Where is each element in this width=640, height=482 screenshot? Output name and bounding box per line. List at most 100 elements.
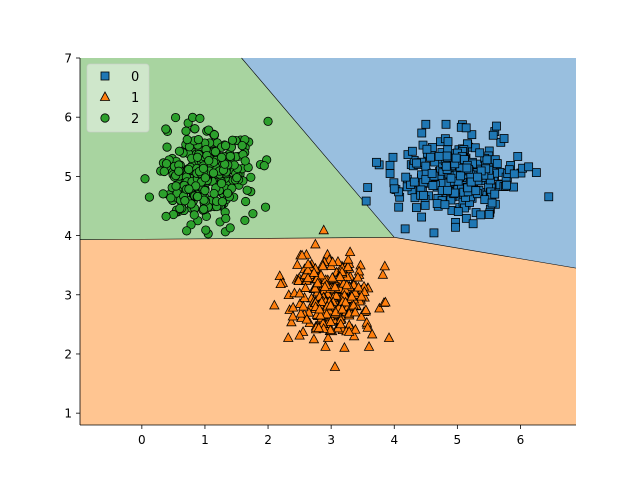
point-class-0	[419, 190, 428, 200]
x-tick-label: 0	[138, 433, 146, 447]
point-class-2	[200, 173, 210, 183]
point-class-1	[340, 296, 351, 307]
point-class-1	[302, 272, 314, 283]
point-class-0	[467, 130, 477, 140]
point-class-0	[513, 152, 523, 161]
point-class-0	[401, 172, 411, 182]
point-class-0	[480, 195, 490, 205]
point-class-0	[372, 157, 381, 167]
point-class-0	[441, 161, 451, 171]
legend-marker-0	[100, 71, 110, 81]
point-class-2	[225, 151, 235, 161]
point-class-0	[421, 119, 431, 129]
point-class-0	[385, 169, 395, 178]
point-class-1	[308, 267, 320, 277]
point-class-2	[217, 152, 227, 162]
point-class-1	[383, 332, 395, 342]
point-class-1	[350, 323, 361, 334]
point-class-2	[159, 166, 169, 177]
point-class-0	[441, 119, 451, 129]
point-class-1	[344, 246, 356, 257]
legend-label-0: 0	[131, 70, 139, 85]
point-class-0	[407, 146, 417, 156]
point-class-0	[432, 199, 442, 208]
point-class-0	[422, 144, 432, 154]
legend: 0 1 2	[86, 63, 150, 133]
decision-regions	[79, 57, 577, 425]
point-class-0	[484, 210, 494, 219]
point-class-1	[313, 322, 325, 332]
point-class-1	[269, 299, 280, 310]
point-class-0	[524, 162, 534, 172]
point-class-2	[162, 142, 172, 152]
point-class-0	[476, 210, 486, 220]
point-class-0	[412, 158, 422, 168]
point-class-0	[499, 134, 509, 143]
point-class-2	[221, 213, 231, 224]
point-class-0	[428, 181, 438, 190]
y-tick-label: 6	[64, 111, 72, 125]
point-class-1	[316, 296, 327, 306]
point-class-2	[198, 163, 209, 173]
point-class-0	[492, 159, 502, 169]
point-class-1	[301, 313, 313, 324]
point-class-2	[193, 135, 204, 145]
point-class-2	[144, 192, 155, 202]
point-class-2	[204, 156, 214, 166]
point-class-1	[352, 271, 364, 282]
point-class-1	[287, 310, 299, 321]
point-class-0	[429, 228, 439, 238]
point-class-0	[363, 183, 373, 192]
point-class-0	[502, 180, 511, 190]
point-class-0	[385, 160, 395, 170]
point-class-0	[531, 168, 541, 177]
point-class-0	[446, 173, 456, 183]
point-class-2	[242, 185, 252, 195]
point-class-0	[427, 169, 437, 178]
point-class-1	[282, 332, 294, 342]
point-class-0	[461, 123, 471, 133]
point-class-2	[240, 156, 250, 166]
y-tick-label: 5	[64, 170, 72, 184]
point-class-1	[319, 281, 331, 292]
point-class-1	[356, 290, 367, 301]
point-class-1	[353, 281, 364, 292]
point-class-1	[362, 321, 373, 332]
x-tick-label: 3	[327, 433, 335, 447]
point-class-1	[337, 303, 348, 314]
point-class-0	[450, 188, 460, 198]
point-class-2	[174, 146, 185, 156]
point-class-0	[473, 172, 482, 182]
point-class-2	[225, 223, 235, 233]
decision-boundary	[79, 237, 395, 241]
point-class-0	[453, 207, 463, 217]
point-class-0	[492, 121, 501, 131]
point-class-2	[158, 189, 168, 199]
point-class-2	[181, 126, 191, 136]
point-class-0	[468, 219, 478, 229]
point-class-1	[343, 326, 355, 336]
x-tick-label: 1	[201, 433, 209, 447]
legend-box	[86, 63, 150, 133]
point-class-0	[451, 153, 461, 163]
point-class-0	[394, 202, 404, 212]
point-class-0	[361, 196, 371, 206]
point-class-0	[482, 155, 492, 165]
point-class-2	[161, 211, 171, 222]
point-class-1	[318, 224, 330, 235]
point-class-2	[223, 188, 233, 198]
point-class-1	[366, 328, 378, 339]
point-class-1	[294, 329, 305, 340]
point-class-2	[182, 135, 192, 145]
point-class-0	[412, 203, 421, 213]
y-tick-label: 4	[64, 229, 72, 243]
legend-marker-1	[99, 91, 111, 101]
point-class-1	[274, 270, 286, 281]
point-class-1	[295, 307, 307, 318]
point-class-2	[259, 161, 269, 171]
point-class-1	[334, 271, 346, 281]
point-class-2	[241, 196, 251, 207]
point-class-1	[310, 238, 321, 249]
